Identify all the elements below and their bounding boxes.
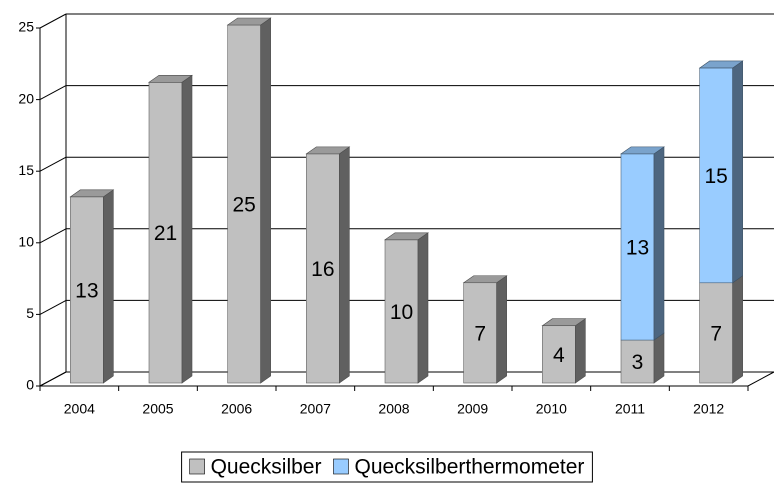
bar-front	[620, 339, 655, 384]
x-tick-label: 2008	[378, 401, 409, 417]
grid-line	[39, 371, 67, 387]
bar-front	[306, 153, 340, 384]
bar	[699, 275, 743, 384]
bar	[620, 146, 665, 341]
bar-side	[103, 189, 114, 384]
x-tick-label: 2004	[64, 401, 95, 417]
bar	[226, 17, 272, 384]
bar	[541, 318, 587, 384]
x-tick-label: 2009	[457, 401, 488, 417]
x-tick-label: 2010	[536, 401, 567, 417]
x-tick-label: 2011	[615, 401, 645, 417]
bar	[462, 275, 508, 384]
x-tick-label: 2007	[300, 401, 331, 417]
legend-label: Quecksilberthermometer	[354, 456, 584, 479]
bar-side	[732, 60, 743, 284]
y-tick-label: 15	[18, 162, 34, 178]
bar-top	[384, 232, 429, 241]
legend-box	[181, 451, 593, 483]
bar-front	[463, 282, 497, 384]
bar-top	[620, 146, 665, 155]
value-label: 7	[474, 322, 486, 345]
value-label: 7	[710, 322, 722, 345]
value-label: 4	[553, 344, 565, 367]
bar	[384, 232, 429, 384]
grid-line	[39, 156, 67, 172]
bar-side	[575, 318, 586, 384]
bar	[305, 146, 351, 384]
bar-top	[69, 189, 115, 198]
y-tick-label: 25	[18, 19, 34, 35]
bar-side	[339, 146, 350, 384]
bar-top	[305, 146, 351, 155]
bar-top	[462, 275, 508, 284]
bar-front	[384, 239, 419, 384]
bar-top	[226, 17, 272, 26]
bar-side	[181, 74, 193, 384]
grid-line	[39, 299, 67, 315]
value-label: 16	[311, 258, 334, 281]
legend-label: Quecksilber	[211, 456, 322, 479]
value-label: 21	[154, 222, 177, 245]
bar-top	[541, 318, 587, 327]
x-tick-label: 2006	[221, 401, 252, 417]
bar-top	[148, 74, 193, 83]
value-label: 13	[75, 279, 98, 302]
bar-side	[260, 17, 271, 384]
bar-side	[653, 146, 665, 341]
bar	[620, 332, 665, 384]
bar-front	[699, 282, 733, 384]
value-label: 25	[232, 194, 255, 217]
bar	[148, 74, 193, 384]
bar-front	[620, 153, 655, 341]
grid-line	[39, 228, 67, 244]
value-label: 15	[704, 165, 727, 188]
y-tick-label: 10	[18, 234, 34, 250]
bar-side	[417, 232, 429, 384]
bar-front	[227, 24, 261, 384]
value-label: 10	[390, 301, 413, 324]
value-label: 13	[626, 237, 649, 260]
bar-top	[698, 60, 744, 69]
bar-side	[732, 275, 743, 384]
x-tick-label: 2005	[142, 401, 173, 417]
y-tick-label: 20	[18, 90, 34, 106]
value-label: 3	[632, 351, 644, 374]
bar-front	[542, 325, 576, 384]
bar	[698, 60, 744, 284]
legend-swatch	[333, 458, 349, 475]
bar-side	[653, 332, 665, 384]
legend: Quecksilber Quecksilberthermometer	[181, 451, 593, 483]
legend-swatch	[189, 458, 205, 475]
grid-line	[39, 13, 67, 29]
x-tick-label: 2012	[693, 401, 724, 417]
bar-front	[70, 196, 104, 384]
bar-front	[148, 81, 183, 384]
bar-side	[496, 275, 507, 384]
bar	[69, 189, 115, 384]
y-tick-label: 0	[26, 377, 34, 393]
y-tick-label: 5	[26, 305, 34, 321]
grid-line	[39, 85, 67, 101]
